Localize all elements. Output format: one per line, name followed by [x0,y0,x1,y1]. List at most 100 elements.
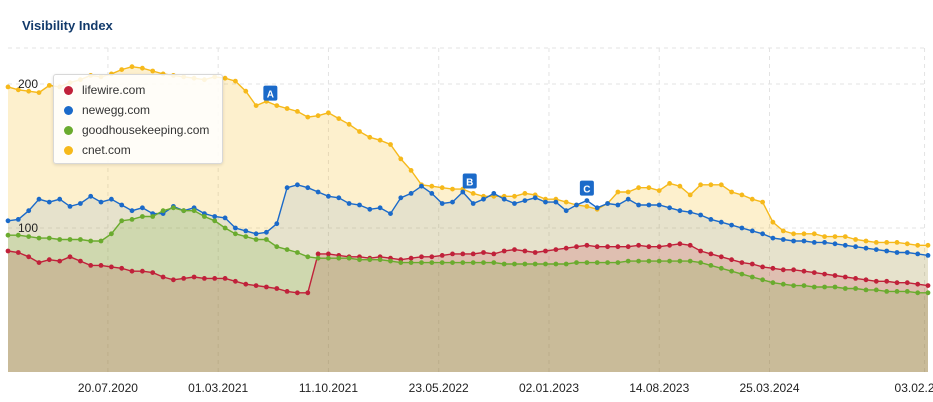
data-point [842,286,848,291]
data-point [264,237,269,242]
data-point [98,199,104,205]
data-point [315,113,321,119]
data-point [222,225,228,231]
data-point [553,261,559,267]
data-point [543,199,548,205]
data-point [129,208,135,214]
data-point [26,88,32,94]
legend-item-lifewire[interactable]: lifewire.com [54,80,222,100]
data-point [140,268,145,274]
data-point [243,281,249,287]
data-point [429,183,435,189]
data-point [388,211,393,217]
data-point [88,238,94,244]
data-point [450,251,455,257]
annotation-label: A [267,90,274,101]
legend-item-goodhousekeeping[interactable]: goodhousekeeping.com [54,120,222,140]
data-point [625,244,631,250]
data-point [884,278,890,284]
data-point [367,257,373,263]
data-point [729,257,734,263]
data-point [181,208,187,214]
data-point [15,217,21,222]
data-point [357,129,362,134]
data-point [749,274,755,280]
data-point [677,208,683,214]
data-point [749,228,755,234]
data-point [460,260,466,265]
data-point [842,242,848,248]
data-point [129,268,135,274]
x-tick-label: 11.10.2021 [299,381,358,395]
y-tick-label: 200 [18,77,38,91]
data-point [346,201,352,206]
data-point [336,116,342,121]
data-point [491,260,497,265]
data-point [780,267,786,273]
data-point [36,90,42,95]
data-point [873,247,879,253]
data-point [873,278,879,284]
data-point [708,251,714,257]
data-point [894,289,900,294]
data-point [584,260,590,265]
data-point [584,242,590,248]
legend-item-newegg[interactable]: newegg.com [54,100,222,120]
data-point [760,277,765,283]
data-point [57,237,63,242]
data-point [253,237,259,242]
data-point [563,245,569,251]
data-point [574,202,579,208]
data-point [853,237,858,242]
data-point [150,214,156,219]
data-point [119,218,125,224]
data-point [584,198,590,204]
data-point [873,287,879,293]
data-point [284,106,290,111]
data-point [863,238,869,244]
data-point [636,185,641,191]
data-point [274,244,280,250]
data-point [811,240,817,245]
legend-label: cnet.com [82,143,131,157]
data-point [522,191,528,196]
data-point [594,205,600,211]
data-point [388,258,393,264]
data-point [429,254,435,260]
data-point [512,193,517,199]
x-tick-label: 20.07.2020 [78,381,138,395]
data-point [253,231,259,237]
data-point [760,231,765,237]
data-point [67,204,73,209]
data-point [160,274,166,280]
legend-marker-icon [64,85,73,95]
data-point [925,253,931,258]
data-point [439,260,445,265]
data-point [811,284,817,290]
data-point [450,260,455,265]
data-point [481,260,486,265]
data-point [801,238,807,244]
data-point [5,232,11,238]
data-point [718,254,724,260]
data-point [904,280,910,286]
data-point [718,182,724,188]
data-point [191,208,197,214]
data-point [656,258,662,264]
data-point [243,88,249,94]
data-point [574,260,579,265]
data-point [284,185,290,191]
data-point [822,234,827,240]
data-point [646,258,652,264]
data-point [212,276,218,281]
y-tick-label: 100 [18,221,38,235]
data-point [26,254,32,260]
data-point [884,240,890,245]
data-point [904,250,910,255]
data-point [450,199,455,205]
data-point [677,241,683,247]
data-point [636,242,641,248]
data-point [915,251,921,257]
data-point [171,205,176,211]
legend-item-cnet[interactable]: cnet.com [54,140,222,160]
